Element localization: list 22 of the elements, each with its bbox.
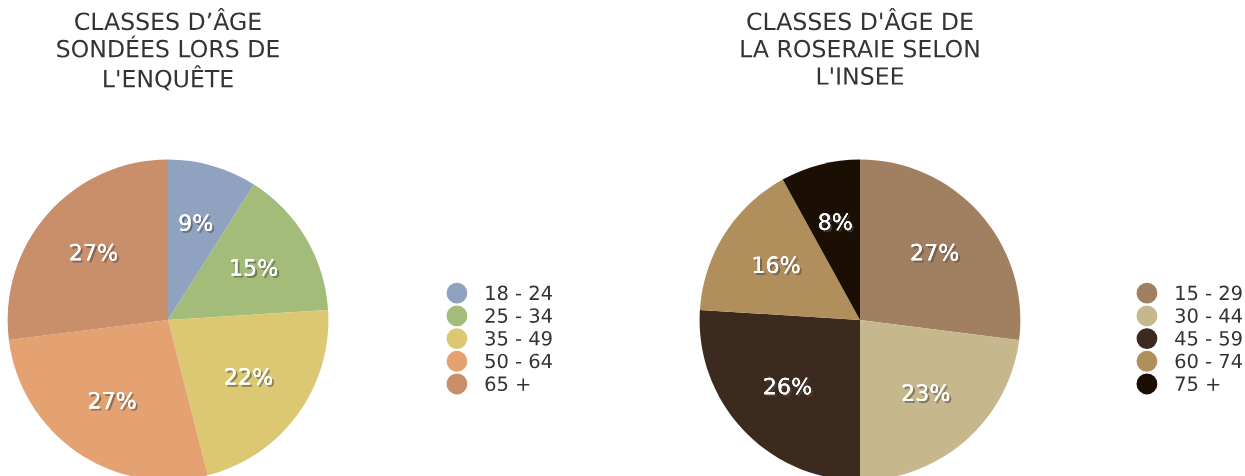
chart-title: CLASSES D’ÂGE SONDÉES LORS DE L'ENQUÊTE xyxy=(57,8,279,91)
data-label: 27% xyxy=(911,243,961,263)
legend-label: 65 + xyxy=(485,376,530,392)
data-label: 16% xyxy=(753,256,802,276)
legend-label: 45 - 59 xyxy=(1175,330,1242,346)
legend-label: 15 - 29 xyxy=(1176,285,1242,301)
data-label: 27% xyxy=(89,391,138,411)
data-label: 9% xyxy=(179,214,215,234)
legend-label: 35 - 49 xyxy=(485,330,552,346)
legend-label: 18 - 24 xyxy=(486,285,552,301)
data-label: 27% xyxy=(70,243,119,263)
legend-label: 50 - 64 xyxy=(485,353,552,369)
data-label: 23% xyxy=(902,384,952,404)
data-label: 22% xyxy=(225,368,275,387)
legend-label: 30 - 44 xyxy=(1175,308,1242,323)
data-label: 8% xyxy=(819,213,854,233)
legend-label: 25 - 34 xyxy=(485,308,552,323)
legend-label: 60 - 74 xyxy=(1175,353,1242,369)
chart-title: CLASSES D'ÂGE DE LA ROSERAIE SELON L'INSEE xyxy=(741,8,979,85)
data-label: 26% xyxy=(764,377,814,397)
legend-label: 75 + xyxy=(1175,376,1220,392)
data-label: 15% xyxy=(231,259,280,278)
